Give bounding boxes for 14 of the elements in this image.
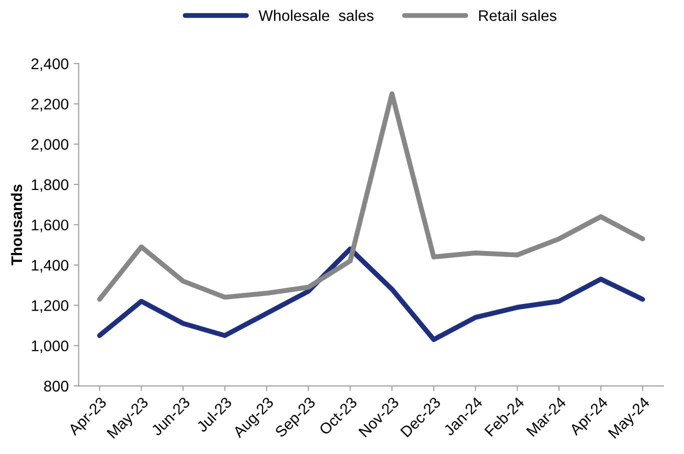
line-series (97, 91, 646, 302)
y-tick-label: 2,200 (31, 98, 68, 112)
y-tick-label: 1,600 (32, 220, 68, 232)
legend-label: Retail sales (479, 10, 556, 22)
y-tick-label: 1,400 (32, 260, 68, 273)
y-tick-label: 1,800 (32, 179, 68, 192)
legend-label: Wholesale sales (258, 10, 374, 22)
y-tick-label: 2,400 (31, 58, 68, 72)
y-tick-label: 1,000 (32, 340, 68, 354)
y-tick-label: 1,200 (32, 300, 68, 313)
y-tick-label: 2,000 (31, 139, 68, 152)
y-tick-label: 800 (44, 380, 68, 392)
y-axis-title: Thousands (10, 184, 22, 266)
line-series (97, 246, 646, 342)
